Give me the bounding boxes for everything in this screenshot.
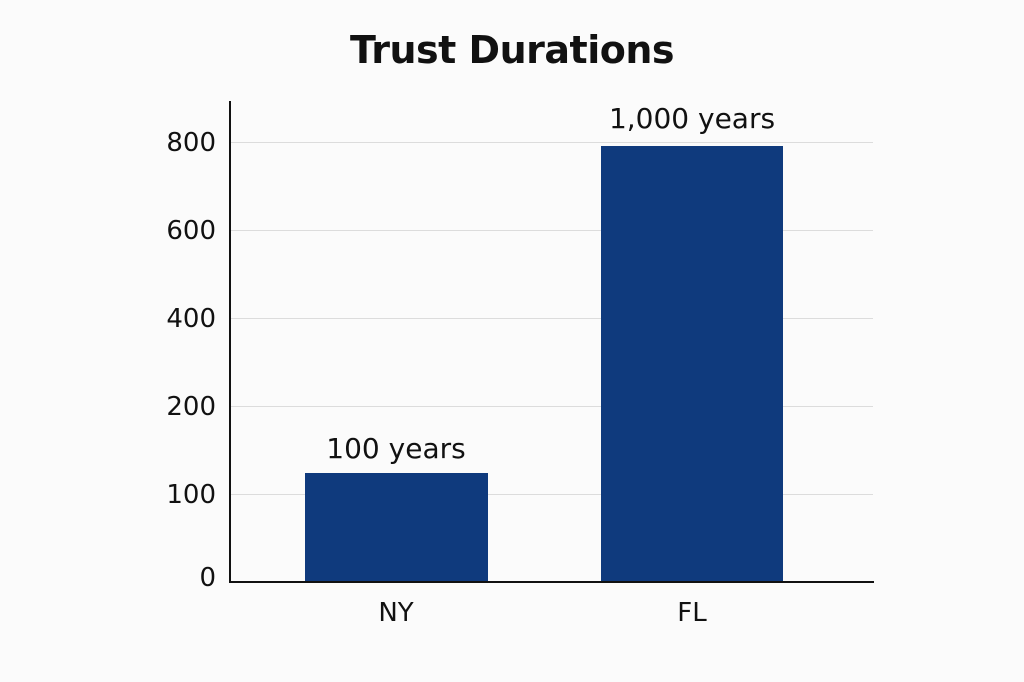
chart-title: Trust Durations: [350, 28, 675, 72]
bar-ny: [305, 473, 488, 582]
y-tick-label: 100: [166, 480, 216, 510]
x-axis: [229, 581, 874, 583]
y-tick-label: 600: [166, 216, 216, 246]
gridline-200: [231, 406, 873, 407]
y-axis: [229, 101, 231, 583]
gridline-800: [231, 142, 873, 143]
y-tick-label: 400: [166, 304, 216, 334]
y-tick-label: 800: [166, 128, 216, 158]
gridline-100: [231, 494, 873, 495]
x-tick-label: NY: [378, 598, 414, 628]
gridline-400: [231, 318, 873, 319]
y-tick-label: 200: [166, 392, 216, 422]
bar-data-label: 100 years: [326, 432, 466, 465]
x-tick-label: FL: [677, 598, 707, 628]
bar-data-label: 1,000 years: [608, 102, 776, 135]
gridline-600: [231, 230, 873, 231]
bar-fl: [601, 146, 783, 582]
y-tick-label: 0: [199, 563, 216, 593]
